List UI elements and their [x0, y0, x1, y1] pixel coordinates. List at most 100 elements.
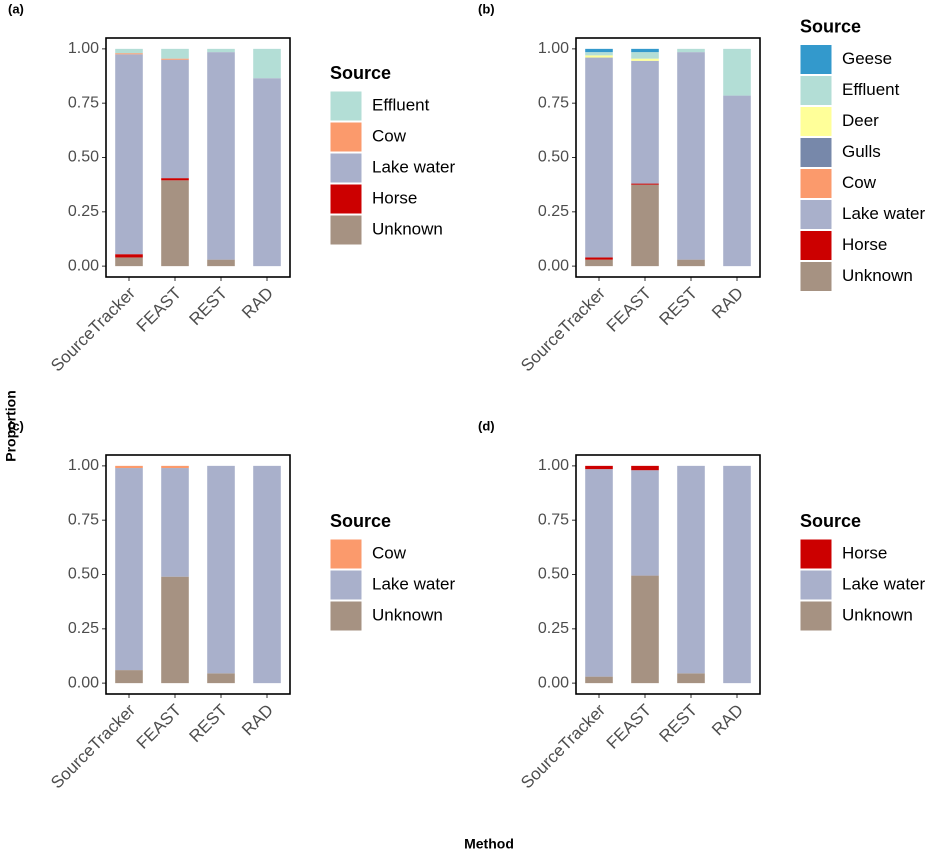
panel-label: (a): [8, 1, 24, 16]
panel-label: (b): [478, 1, 495, 16]
bar-segment: [585, 465, 613, 470]
bar-segment: [161, 48, 189, 59]
bar-segment: [677, 259, 705, 267]
bar-segment: [585, 55, 613, 58]
panel-label: (d): [478, 418, 495, 433]
x-tick-label: REST: [656, 284, 701, 329]
bar-segment: [207, 48, 235, 53]
bar-segment: [161, 59, 189, 179]
bar-segment: [207, 259, 235, 267]
plot-frame: [575, 37, 761, 278]
legend-swatch: [799, 538, 833, 570]
bar-segment: [161, 465, 189, 469]
legend-label: Horse: [842, 235, 887, 254]
y-tick-label: 0.75: [68, 511, 99, 528]
y-tick-label: 0.50: [68, 149, 99, 166]
bar-segment: [115, 48, 143, 54]
legend-swatch: [329, 214, 363, 246]
bar-segment: [115, 53, 143, 55]
bar-segment: [207, 465, 235, 674]
legend-swatch: [799, 569, 833, 601]
x-tick-label: REST: [186, 284, 231, 329]
bar-segment: [631, 52, 659, 59]
legend-swatch: [799, 199, 833, 230]
legend-label: Gulls: [842, 142, 881, 161]
legend-label: Lake water: [372, 157, 455, 176]
y-tick-label: 0.25: [68, 620, 99, 637]
x-tick-label: FEAST: [133, 701, 185, 753]
legend-title: Source: [330, 63, 391, 83]
bar-segment: [677, 52, 705, 260]
bar-segment: [253, 78, 281, 267]
legend-label: Unknown: [842, 266, 913, 285]
bar-segment: [161, 180, 189, 267]
bar-segment: [585, 52, 613, 56]
legend-swatch: [799, 44, 833, 75]
y-tick-label: 0.00: [68, 257, 99, 274]
legend-swatch: [329, 538, 363, 570]
y-tick-label: 1.00: [538, 457, 569, 474]
bar-segment: [723, 48, 751, 96]
x-tick-label: REST: [186, 701, 231, 746]
bar-segment: [161, 178, 189, 181]
bar-segment: [161, 58, 189, 60]
y-tick-label: 0.25: [538, 203, 569, 220]
bar-segment: [631, 60, 659, 184]
bar-segment: [585, 259, 613, 267]
y-tick-label: 0.25: [538, 620, 569, 637]
legend-swatch: [329, 152, 363, 184]
y-tick-label: 1.00: [68, 457, 99, 474]
bar-segment: [631, 58, 659, 61]
x-axis-label: Method: [464, 836, 514, 852]
plot-frame: [575, 454, 761, 695]
legend-label: Effluent: [842, 80, 900, 99]
legend-swatch: [799, 106, 833, 137]
x-tick-label: SourceTracker: [517, 283, 609, 375]
x-tick-label: RAD: [238, 701, 277, 740]
legend-swatch: [799, 230, 833, 261]
legend-label: Effluent: [372, 95, 430, 114]
bar-segment: [115, 257, 143, 267]
bar-segment: [677, 48, 705, 53]
y-tick-label: 0.75: [538, 94, 569, 111]
x-tick-label: SourceTracker: [47, 700, 139, 792]
bar-segment: [631, 184, 659, 267]
x-tick-label: FEAST: [603, 284, 655, 336]
y-axis-label: Proportion: [3, 390, 19, 462]
legend-title: Source: [330, 511, 391, 531]
legend-swatch: [799, 137, 833, 168]
legend-label: Horse: [842, 543, 887, 562]
legend-swatch: [329, 569, 363, 601]
y-tick-label: 0.50: [538, 149, 569, 166]
legend-swatch: [329, 600, 363, 632]
bar-segment: [115, 670, 143, 684]
y-tick-label: 1.00: [68, 40, 99, 57]
legend-label: Horse: [372, 188, 417, 207]
bar-segment: [631, 183, 659, 185]
y-tick-label: 0.50: [68, 566, 99, 583]
y-tick-label: 1.00: [538, 40, 569, 57]
legend-label: Deer: [842, 111, 879, 130]
legend-label: Cow: [372, 543, 407, 562]
bar-segment: [585, 257, 613, 260]
y-tick-label: 0.00: [68, 674, 99, 691]
y-tick-label: 0.75: [538, 511, 569, 528]
legend-label: Geese: [842, 49, 892, 68]
bar-segment: [585, 57, 613, 258]
x-tick-label: REST: [656, 701, 701, 746]
y-tick-label: 0.25: [68, 203, 99, 220]
bar-segment: [585, 676, 613, 684]
x-tick-label: FEAST: [133, 284, 185, 336]
bar-segment: [723, 465, 751, 684]
x-tick-label: RAD: [708, 284, 747, 323]
bar-segment: [585, 48, 613, 53]
legend-title: Source: [800, 16, 861, 36]
legend-swatch: [799, 168, 833, 199]
legend-swatch: [799, 261, 833, 292]
bar-segment: [207, 52, 235, 260]
bar-segment: [115, 54, 143, 255]
panel-label: (c): [8, 418, 24, 433]
legend-label: Unknown: [372, 219, 443, 238]
bar-segment: [631, 48, 659, 53]
